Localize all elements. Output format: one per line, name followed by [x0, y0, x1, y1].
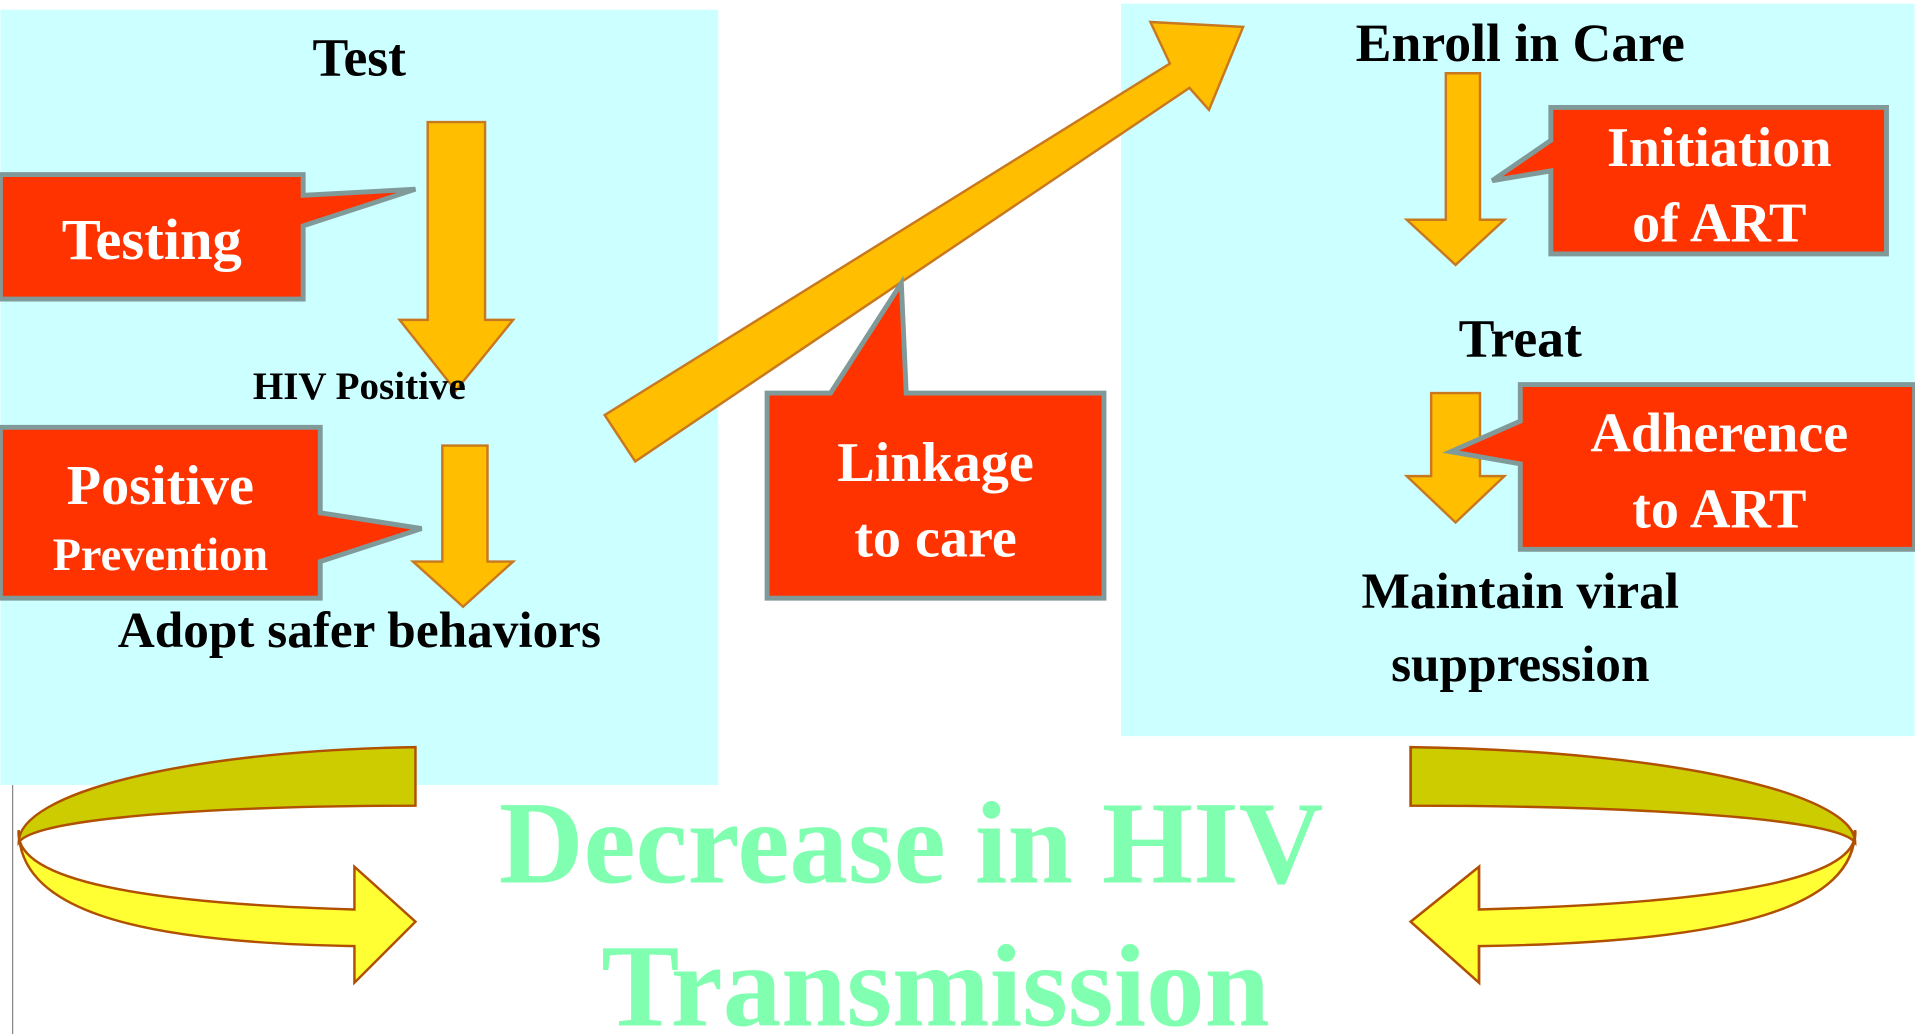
- linkage-arrow: [602, 20, 1245, 464]
- ring-front: [17, 829, 418, 986]
- callout-text: Positive: [67, 455, 254, 517]
- step-label: HIV Positive: [253, 365, 466, 408]
- callout-text: Adherence: [1590, 403, 1848, 465]
- panel-title: Test: [313, 28, 407, 88]
- outcome-label: Maintain viral: [1361, 563, 1679, 620]
- down-arrow: [1403, 72, 1508, 267]
- outcome-label: Adopt safer behaviors: [118, 602, 601, 659]
- callout-text: to ART: [1632, 478, 1806, 540]
- callout-text: to care: [854, 508, 1017, 570]
- footer-text: Transmission: [601, 922, 1270, 1034]
- callout: [1490, 104, 1889, 257]
- down-arrow: [397, 120, 516, 393]
- footer-text: Decrease in HIV: [499, 780, 1324, 909]
- cycle-arrow-right: [1408, 745, 1857, 986]
- callout: [0, 424, 423, 601]
- left-panel: [0, 9, 719, 785]
- cycle-arrow-left: [17, 745, 418, 986]
- outcome-label: suppression: [1391, 636, 1649, 693]
- callout-text: Testing: [62, 207, 242, 272]
- panel-title: Enroll in Care: [1356, 13, 1685, 73]
- callout-text: of ART: [1632, 193, 1806, 255]
- callout-text: Prevention: [53, 530, 269, 581]
- ring-back: [1409, 745, 1857, 847]
- down-arrow: [1403, 391, 1508, 525]
- callout: [764, 275, 1107, 601]
- callout: [0, 172, 417, 302]
- callout-text: Initiation: [1607, 117, 1832, 179]
- down-arrow: [409, 444, 517, 609]
- callout-text: Linkage: [837, 432, 1034, 494]
- step-label: Treat: [1459, 308, 1582, 368]
- ring-front: [1408, 829, 1857, 986]
